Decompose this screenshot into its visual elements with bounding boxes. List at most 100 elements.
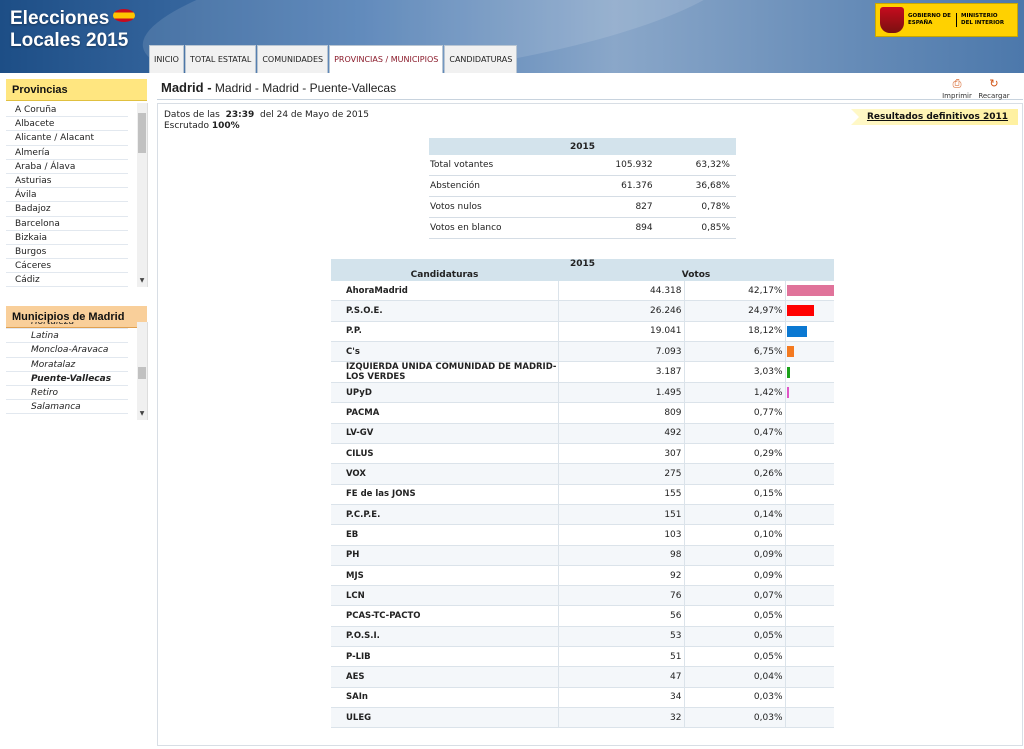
summary-percent: 36,68%: [653, 175, 736, 197]
table-row: LV-GV 492 0,47%: [331, 423, 834, 445]
vote-bar-cell: [785, 382, 834, 404]
reload-button[interactable]: ↻ Recargar: [976, 77, 1012, 101]
candidate-name[interactable]: AhoraMadrid: [331, 281, 559, 302]
tab-provincias-municipios[interactable]: PROVINCIAS / MUNICIPIOS: [329, 45, 444, 73]
tab-total-estatal[interactable]: TOTAL ESTATAL: [184, 45, 257, 73]
municipality-item[interactable]: Retiro: [6, 386, 128, 401]
government-logo[interactable]: GOBIERNO DE ESPAÑA MINISTERIO DEL INTERI…: [875, 3, 1018, 37]
candidate-name[interactable]: EB: [331, 524, 559, 546]
candidate-name[interactable]: ULEG: [331, 707, 559, 729]
vote-share-bar: [786, 366, 790, 378]
candidate-name[interactable]: P.O.S.I.: [331, 626, 559, 648]
candidate-votes: 34: [558, 687, 685, 708]
breadcrumb-path: Madrid - Madrid - Puente-Vallecas: [214, 81, 397, 95]
candidate-percent: 0,15%: [684, 484, 786, 505]
candidate-name[interactable]: LCN: [331, 585, 559, 607]
gov-logo-text: GOBIERNO DE ESPAÑA: [908, 13, 951, 26]
site-title-line1: Elecciones: [10, 8, 110, 29]
summary-percent: 0,78%: [653, 196, 736, 218]
candidate-name[interactable]: LV-GV: [331, 423, 559, 445]
candidate-name[interactable]: IZQUIERDA UNIDA COMUNIDAD DE MADRID-LOS …: [331, 361, 559, 384]
province-item[interactable]: Cádiz: [6, 273, 128, 287]
candidate-votes: 47: [558, 666, 685, 688]
municipality-item[interactable]: Latina: [6, 329, 128, 344]
candidate-percent: 0,47%: [684, 423, 786, 445]
vote-bar-cell: [785, 626, 834, 648]
candidate-name[interactable]: FE de las JONS: [331, 484, 559, 505]
province-item[interactable]: A Coruña: [6, 103, 128, 118]
results-table: 2015 Candidaturas Votos AhoraMadrid 44.31…: [331, 259, 834, 729]
province-item[interactable]: Albacete: [6, 117, 128, 132]
table-row: AES 47 0,04%: [331, 666, 834, 688]
candidate-votes: 19.041: [558, 321, 685, 342]
province-item[interactable]: Ávila: [6, 188, 128, 203]
scroll-down-arrow-icon[interactable]: ▼: [139, 277, 145, 284]
table-row: UPyD 1.495 1,42%: [331, 382, 834, 404]
tab-inicio[interactable]: INICIO: [149, 45, 184, 73]
candidate-name[interactable]: PACMA: [331, 402, 559, 424]
candidate-percent: 0,05%: [684, 626, 786, 648]
scrutiny-value: 100%: [211, 121, 240, 131]
municipalities-list[interactable]: Hortaleza Latina Moncloa-Aravaca Moratalaz P…: [6, 322, 148, 420]
results-panel: [157, 103, 1023, 746]
candidate-name[interactable]: PCAS-TC-PACTO: [331, 605, 559, 627]
previous-results-link[interactable]: Resultados definitivos 2011: [851, 109, 1018, 125]
summary-label: Total votantes: [429, 155, 576, 176]
province-item[interactable]: Cáceres: [6, 259, 128, 274]
vote-bar-cell: [785, 423, 834, 445]
municipality-item[interactable]: Hortaleza: [6, 322, 128, 330]
scroll-down-arrow-icon[interactable]: ▼: [139, 410, 145, 417]
municipalities-scroll-thumb[interactable]: [138, 367, 146, 379]
provinces-list[interactable]: A Coruña Albacete Alicante / Alacant Almerí…: [6, 103, 148, 287]
municipality-item[interactable]: Moncloa-Aravaca: [6, 343, 128, 358]
candidate-votes: 98: [558, 545, 685, 566]
candidate-name[interactable]: C's: [331, 341, 559, 363]
province-item[interactable]: Almería: [6, 146, 128, 160]
update-timestamp: Datos de las 23:39 del 24 de Mayo de 201…: [164, 110, 369, 132]
province-item[interactable]: Badajoz: [6, 202, 128, 217]
candidate-name[interactable]: PH: [331, 545, 559, 566]
reload-icon: ↻: [989, 77, 999, 90]
candidate-name[interactable]: VOX: [331, 463, 559, 485]
province-item[interactable]: Alicante / Alacant: [6, 131, 128, 146]
tab-candidaturas[interactable]: CANDIDATURAS: [444, 45, 518, 73]
site-title[interactable]: Elecciones Locales 2015: [10, 8, 136, 52]
vote-bar-cell: [785, 484, 834, 505]
print-button[interactable]: ⎙ Imprimir: [939, 78, 975, 101]
candidate-name[interactable]: P.C.P.E.: [331, 504, 559, 526]
table-row: EB 103 0,10%: [331, 524, 834, 546]
provinces-scroll-thumb[interactable]: [138, 113, 146, 153]
candidate-name[interactable]: AES: [331, 666, 559, 688]
summary-percent: 63,32%: [653, 155, 736, 176]
summary-row: Votos en blanco 894 0,85%: [429, 217, 736, 239]
site-title-line2: Locales 2015: [10, 30, 129, 51]
municipality-item[interactable]: Salamanca: [6, 400, 128, 415]
province-item[interactable]: Barcelona: [6, 217, 128, 231]
vote-bar-cell: [785, 443, 834, 465]
municipality-item[interactable]: Puente-Vallecas: [6, 372, 128, 386]
provinces-scrollbar[interactable]: ▼: [137, 103, 147, 287]
tab-comunidades[interactable]: COMUNIDADES: [257, 45, 329, 73]
candidate-name[interactable]: P.P.: [331, 321, 559, 342]
province-item[interactable]: Asturias: [6, 174, 128, 189]
province-item[interactable]: Araba / Álava: [6, 160, 128, 174]
vote-bar-cell: [785, 545, 834, 566]
candidate-name[interactable]: P-LIB: [331, 646, 559, 668]
candidate-name[interactable]: P.S.O.E.: [331, 300, 559, 322]
table-row: P.P. 19.041 18,12%: [331, 321, 834, 342]
print-label: Imprimir: [942, 92, 972, 100]
candidate-name[interactable]: SAIn: [331, 687, 559, 708]
candidate-percent: 24,97%: [684, 300, 786, 322]
municipality-item[interactable]: Moratalaz: [6, 358, 128, 372]
province-item[interactable]: Burgos: [6, 245, 128, 260]
summary-count: 105.932: [575, 155, 654, 176]
vote-bar-cell: [785, 666, 834, 688]
candidate-percent: 6,75%: [684, 341, 786, 363]
candidate-name[interactable]: MJS: [331, 565, 559, 587]
table-row: VOX 275 0,26%: [331, 463, 834, 485]
province-item[interactable]: Bizkaia: [6, 231, 128, 245]
municipalities-scrollbar[interactable]: ▼: [137, 322, 147, 420]
candidate-percent: 0,77%: [684, 402, 786, 424]
candidate-name[interactable]: UPyD: [331, 382, 559, 404]
candidate-name[interactable]: CILUS: [331, 443, 559, 465]
